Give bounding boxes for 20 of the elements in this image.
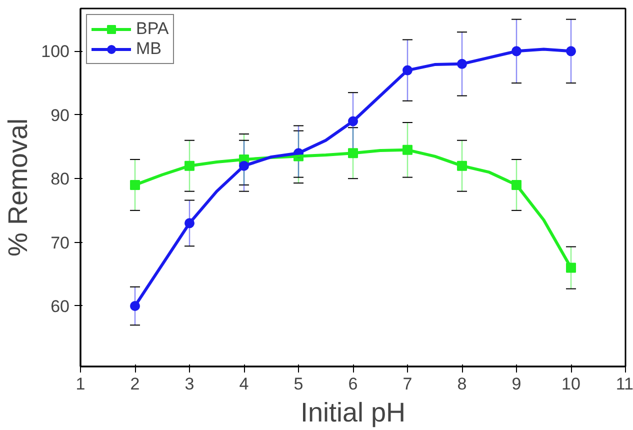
y-tick-label: 70	[50, 233, 70, 252]
x-tick-label: 10	[562, 374, 580, 394]
legend-label: MB	[136, 39, 162, 59]
y-tick-label: 60	[50, 296, 70, 316]
x-tick-label: 4	[239, 374, 249, 394]
y-tick-label: 90	[50, 106, 70, 125]
x-tick-label: 2	[130, 374, 140, 394]
x-tick-label: 1	[76, 374, 86, 394]
y-axis-title: % Removal	[3, 118, 34, 257]
y-tick-label: 100	[41, 42, 70, 62]
x-tick-label: 8	[457, 374, 467, 394]
x-tick-label: 7	[402, 374, 412, 394]
x-axis-title: Initial pH	[300, 398, 406, 428]
x-tick-label: 5	[294, 374, 304, 394]
legend-label: BPA	[136, 19, 169, 39]
x-tick-label: 3	[184, 374, 194, 394]
x-tick-label: 11	[616, 374, 633, 394]
x-tick-label: 6	[348, 374, 358, 394]
x-tick-label: 9	[512, 374, 522, 394]
y-tick-label: 80	[50, 170, 70, 189]
